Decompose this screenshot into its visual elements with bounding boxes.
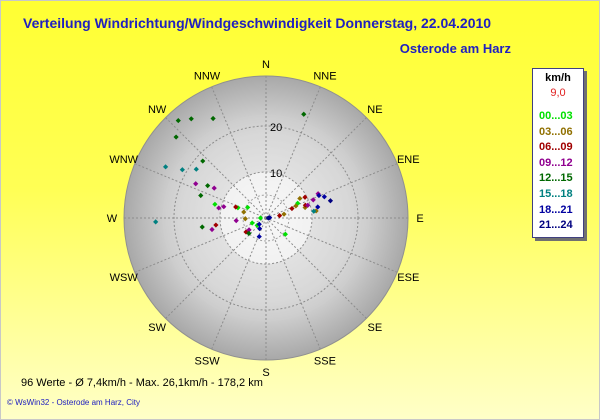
direction-label-ene: ENE	[397, 154, 420, 166]
data-point	[315, 191, 321, 197]
data-point	[316, 192, 322, 199]
polar-grid	[124, 76, 408, 360]
data-point	[212, 201, 218, 207]
stats-footer: 96 Werte - Ø 7,4km/h - Max. 26,1km/h - 1…	[21, 377, 263, 389]
legend-average: 9,0	[550, 87, 566, 99]
legend-entry: 03...06	[539, 125, 573, 138]
direction-label-wsw: WSW	[110, 272, 139, 284]
location-label: Osterode am Harz	[399, 41, 511, 56]
direction-label-wnw: WNW	[109, 154, 138, 166]
data-point	[265, 215, 271, 221]
data-point	[162, 164, 169, 170]
direction-label-se: SE	[368, 322, 383, 334]
data-point	[257, 215, 264, 221]
data-point	[209, 226, 215, 233]
direction-label-s: S	[262, 367, 269, 379]
data-point	[200, 158, 206, 164]
data-point	[193, 181, 199, 187]
direction-label-e: E	[416, 213, 423, 225]
ring-inner	[242, 194, 290, 242]
data-point	[297, 195, 303, 202]
direction-label-nw: NW	[148, 104, 167, 116]
direction-labels: N NNE NE ENE E ESE SE SSE S SSW SW WSW W WNW NW NNW	[107, 59, 424, 379]
legend-entry: 15...18	[539, 187, 573, 200]
data-point	[289, 205, 295, 212]
legend-entry: 21...24	[539, 219, 573, 232]
data-point	[175, 117, 181, 124]
data-point	[302, 194, 308, 200]
data-point	[205, 183, 211, 189]
data-point	[213, 222, 219, 228]
legend-entries: 00...03 03...06 06...09 09...12 12...15 15...…	[533, 109, 583, 234]
legend-unit: km/h	[545, 72, 571, 84]
ring-label-10: 10	[270, 168, 282, 180]
direction-label-sse: SSE	[314, 355, 336, 367]
legend-entry: 00...03	[539, 110, 573, 122]
data-point	[221, 204, 227, 210]
credit-line: © WsWin32 - Osterode am Harz, City	[7, 398, 141, 407]
data-point	[315, 204, 321, 210]
data-point	[246, 230, 252, 236]
data-point	[199, 224, 205, 230]
data-point	[216, 205, 222, 211]
ring-labels: 10 20	[270, 122, 282, 180]
legend-entry: 18...21	[539, 203, 573, 216]
data-point	[293, 203, 299, 209]
data-points	[153, 111, 334, 240]
data-point	[179, 167, 185, 173]
data-point	[173, 134, 179, 140]
data-point	[246, 227, 252, 233]
data-point	[281, 211, 287, 217]
data-point	[233, 218, 239, 224]
legend-entry: 12...15	[539, 172, 573, 185]
data-point	[257, 226, 263, 232]
data-point	[211, 185, 217, 191]
data-point	[310, 197, 316, 203]
data-point	[311, 208, 317, 214]
direction-label-nnw: NNW	[194, 71, 221, 83]
direction-label-ese: ESE	[397, 272, 419, 284]
data-point	[305, 202, 311, 208]
data-point	[282, 231, 288, 237]
ring-label-20: 20	[270, 122, 282, 134]
direction-label-nne: NNE	[313, 71, 336, 83]
data-point	[153, 219, 159, 225]
data-point	[301, 111, 307, 117]
data-point	[245, 204, 251, 211]
data-point	[193, 166, 199, 172]
direction-label-w: W	[107, 213, 118, 225]
data-point	[249, 220, 255, 226]
data-point	[210, 115, 216, 122]
legend: km/h 9,0 00...03 03...06 06...09 09...12 12.…	[532, 68, 584, 238]
direction-label-sw: SW	[148, 322, 166, 334]
legend-entry: 06...09	[539, 141, 573, 154]
data-point	[276, 213, 283, 219]
data-point	[242, 216, 248, 222]
data-point	[233, 204, 239, 210]
data-point	[241, 209, 247, 215]
data-point	[188, 116, 194, 122]
direction-label-ssw: SSW	[195, 355, 221, 367]
legend-entry: 09...12	[539, 156, 573, 169]
data-point	[327, 198, 334, 204]
data-point	[321, 194, 327, 200]
data-point	[198, 192, 204, 199]
chart-title: Verteilung Windrichtung/Windgeschwindigk…	[23, 15, 492, 31]
direction-label-ne: NE	[367, 104, 382, 116]
data-point	[256, 221, 262, 227]
data-point	[256, 233, 262, 240]
direction-label-n: N	[262, 59, 270, 71]
